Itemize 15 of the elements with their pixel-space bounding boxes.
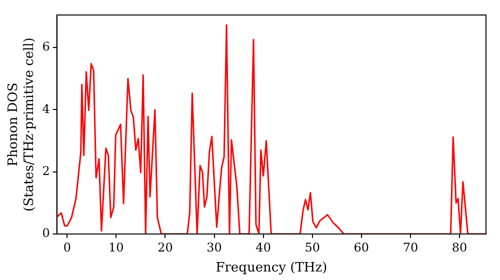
x-tick-label: 10 [108, 240, 124, 254]
x-axis-title: Frequency (THz) [216, 260, 328, 276]
x-tick-label: 0 [63, 240, 71, 254]
y-tick-label: 0 [42, 226, 50, 240]
y-tick-label: 2 [42, 164, 50, 178]
x-tick-label: 20 [158, 240, 173, 254]
y-tick-label: 6 [42, 40, 50, 54]
x-tick-label: 50 [304, 240, 320, 254]
x-tick-label: 80 [452, 240, 468, 254]
x-tick-label: 40 [256, 240, 271, 254]
x-tick-label: 70 [402, 240, 418, 254]
y-tick-label: 4 [42, 102, 50, 116]
x-tick-label: 30 [206, 240, 222, 254]
x-tick-label: 60 [354, 240, 370, 254]
y-axis-title: Phonon DOS (States/THz·primitive cell) [6, 37, 37, 212]
